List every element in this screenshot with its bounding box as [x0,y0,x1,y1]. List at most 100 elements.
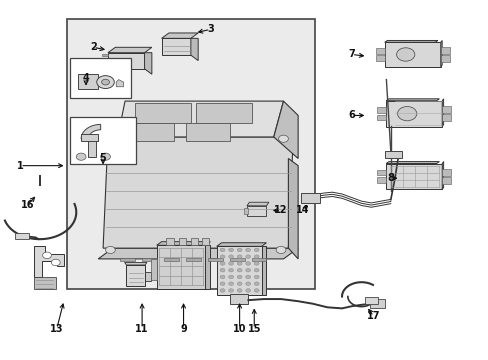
Polygon shape [205,245,210,289]
Circle shape [76,153,86,160]
Circle shape [228,255,233,258]
Bar [441,177,450,184]
Text: 9: 9 [180,324,186,334]
Bar [201,238,208,245]
Polygon shape [288,158,298,259]
Circle shape [245,248,250,252]
Text: 5: 5 [100,153,106,163]
Bar [102,58,108,60]
Bar [384,42,440,67]
Bar [88,138,96,157]
Polygon shape [440,40,441,67]
Text: 10: 10 [232,324,246,334]
Polygon shape [190,39,198,60]
Bar [120,258,135,261]
Bar [377,177,386,183]
Circle shape [237,275,242,279]
Circle shape [396,48,414,61]
Text: 11: 11 [135,324,148,334]
Circle shape [101,153,110,160]
Circle shape [237,255,242,258]
Polygon shape [157,242,210,245]
Bar [440,47,448,54]
Bar [377,115,386,120]
Text: 3: 3 [206,24,213,35]
Circle shape [228,282,233,285]
Circle shape [254,248,259,252]
Bar [377,107,386,113]
Bar [102,63,108,65]
Bar [386,163,441,189]
Bar [216,246,261,296]
Circle shape [254,282,259,285]
Circle shape [228,275,233,279]
Circle shape [245,255,250,258]
Bar [229,294,248,304]
Circle shape [97,76,114,89]
Circle shape [103,135,113,142]
Circle shape [220,282,224,285]
Bar [185,258,200,261]
Polygon shape [441,162,443,189]
Bar [229,258,244,261]
Text: 15: 15 [247,324,261,334]
Bar [126,265,145,286]
Bar [70,58,131,98]
Circle shape [228,248,233,252]
Bar [384,150,401,158]
Circle shape [237,248,242,252]
Circle shape [220,275,224,279]
Circle shape [245,289,250,292]
Bar [34,277,56,289]
Bar [300,193,320,203]
Polygon shape [34,246,64,277]
Bar [70,117,136,164]
Bar [157,245,205,289]
Bar [377,170,386,175]
Polygon shape [384,40,437,42]
Text: 4: 4 [82,73,89,83]
Bar [135,103,190,123]
Circle shape [237,269,242,272]
Text: 7: 7 [347,49,354,59]
Circle shape [220,262,224,265]
Polygon shape [161,39,190,55]
Circle shape [245,269,250,272]
Polygon shape [161,33,198,39]
Text: 1: 1 [17,161,23,171]
Bar [246,206,266,216]
Polygon shape [81,125,101,139]
Bar [142,258,157,261]
Circle shape [228,262,233,265]
Circle shape [237,289,242,292]
Bar [81,134,98,140]
Circle shape [254,269,259,272]
Circle shape [276,246,285,253]
Polygon shape [386,162,439,163]
Circle shape [105,246,115,253]
Bar [190,238,198,245]
Polygon shape [108,47,152,53]
Circle shape [51,259,60,266]
Circle shape [220,248,224,252]
Polygon shape [116,80,123,87]
Bar [207,258,222,261]
Bar [166,238,173,245]
Polygon shape [261,246,266,296]
Polygon shape [273,101,298,158]
Bar [365,297,377,304]
Circle shape [228,289,233,292]
Circle shape [220,289,224,292]
Bar [441,106,450,113]
Circle shape [42,252,51,258]
Circle shape [254,289,259,292]
Polygon shape [108,53,144,69]
Bar [244,208,248,214]
Bar [15,233,29,239]
Bar [135,123,173,140]
Bar [251,258,266,261]
Polygon shape [216,243,266,246]
Bar [375,55,384,61]
Bar [369,300,384,308]
Circle shape [278,135,288,142]
